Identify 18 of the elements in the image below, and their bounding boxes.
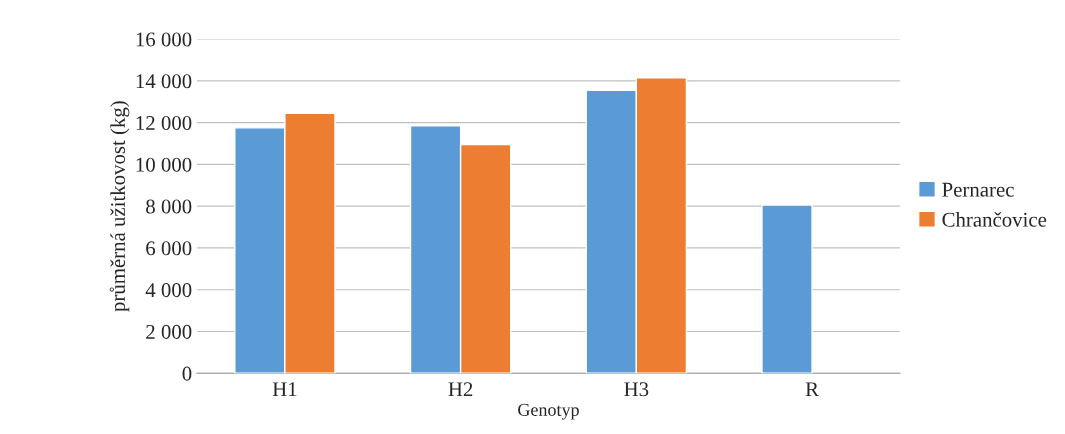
y-tick-label: 4 000 — [145, 283, 192, 298]
x-axis-title: Genotyp — [518, 403, 579, 420]
x-tick-label: H3 — [624, 382, 649, 397]
y-axis-title: průměrná užitkovost (kg) — [109, 101, 130, 312]
x-tick-label: R — [805, 382, 819, 397]
y-tick-label: 14 000 — [136, 74, 192, 89]
bar — [761, 204, 813, 374]
y-tick-label: 8 000 — [146, 199, 192, 214]
y-tick-label: 2 000 — [146, 324, 192, 339]
y-tick-label: 10 000 — [136, 157, 192, 172]
y-tick-label: 6 000 — [146, 241, 192, 256]
y-tick-label: 0 — [182, 366, 192, 381]
x-tick-label: H2 — [448, 382, 473, 397]
legend-label: Chrančovice — [942, 212, 1047, 227]
y-tick-label: 16 000 — [136, 32, 192, 47]
legend-label: Pernarec — [942, 182, 1014, 197]
x-tick-label: H1 — [272, 382, 297, 397]
y-tick-label: 12 000 — [136, 115, 192, 131]
